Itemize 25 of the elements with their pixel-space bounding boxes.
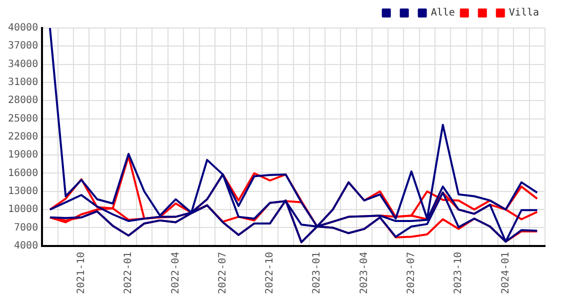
y-tick-label: 22000	[8, 132, 38, 143]
y-tick-label: 25000	[8, 113, 38, 124]
x-tick-label: 2022-10	[264, 252, 276, 294]
x-tick-label: 2022-01	[123, 252, 134, 294]
y-tick-label: 4000	[14, 240, 38, 252]
y-tick-label: 16000	[8, 168, 38, 179]
y-tick-label: 37000	[8, 40, 38, 52]
x-tick-label: 2023-01	[312, 252, 323, 294]
y-tick-label: 40000	[8, 22, 38, 34]
x-tick-label: 2021-10	[76, 252, 87, 294]
x-tick-label: 2022-04	[170, 252, 182, 294]
y-tick-label: 34000	[8, 58, 38, 70]
x-tick-label: 2023-10	[453, 252, 464, 294]
y-tick-label: 19000	[8, 150, 38, 161]
x-tick-label: 2024-01	[500, 252, 512, 294]
x-tick-label: 2022-07	[217, 252, 228, 294]
y-tick-label: 31000	[8, 77, 38, 88]
y-tick-label: 28000	[8, 95, 38, 106]
x-tick-label: 2023-07	[406, 252, 418, 294]
y-tick-label: 7000	[14, 222, 38, 234]
legend-label: Alle	[430, 8, 455, 19]
y-tick-label: 10000	[8, 204, 38, 216]
y-tick-label: 13000	[8, 186, 38, 197]
legend-label: Villa	[508, 8, 540, 19]
x-tick-label: 2023-04	[358, 252, 370, 294]
